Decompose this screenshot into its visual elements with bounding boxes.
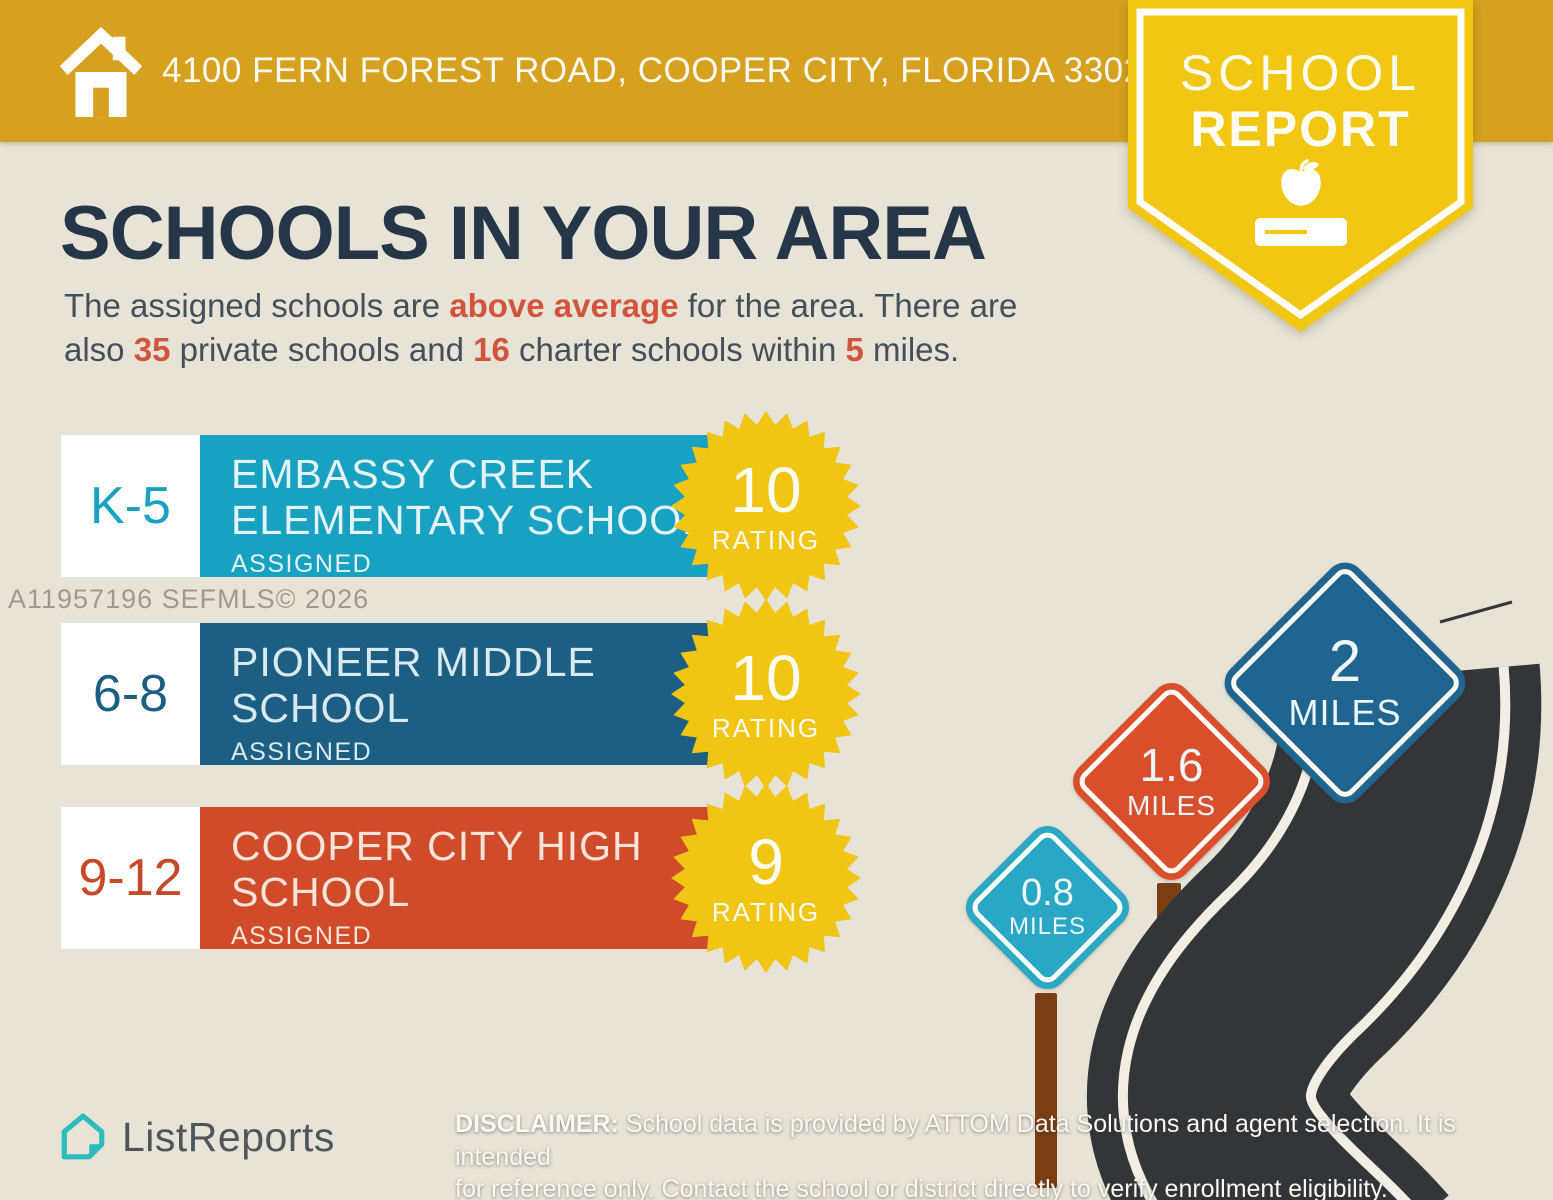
listreports-brand: ListReports <box>58 1112 335 1162</box>
assigned-label: ASSIGNED <box>231 549 373 578</box>
property-address: 4100 FERN FOREST ROAD, COOPER CITY, FLOR… <box>162 51 1164 90</box>
school-name-line2: SCHOOL <box>231 869 411 916</box>
rating-value: 10 <box>730 454 802 526</box>
school-name-line1: PIONEER MIDDLE <box>231 639 596 685</box>
school-row-middle: 6-8 PIONEER MIDDLE SCHOOL ASSIGNED 10 RATI… <box>61 599 911 789</box>
school-bar: EMBASSY CREEK ELEMENTARY SCHOOL ASSIGNED <box>200 435 718 578</box>
home-door <box>93 87 109 118</box>
badge-title-line1: SCHOOL <box>1179 45 1422 101</box>
sign-distance: 0.8 <box>1021 871 1074 914</box>
rating-starburst: 10 RATING <box>671 411 861 601</box>
intro-line-1: The assigned schools are above average f… <box>64 287 1018 324</box>
home-icon <box>59 26 143 118</box>
rating-label: RATING <box>711 713 821 743</box>
rating-starburst: 10 RATING <box>671 599 861 789</box>
assigned-label: ASSIGNED <box>231 737 373 766</box>
highlight-above-average: above average <box>449 287 679 324</box>
grade-range-label: 6-8 <box>61 623 200 765</box>
disclaimer-line1: DISCLAIMER: School data is provided by A… <box>455 1110 1456 1171</box>
listreports-logo-icon <box>61 1113 105 1160</box>
assigned-label: ASSIGNED <box>231 921 373 950</box>
rating-label: RATING <box>711 897 821 927</box>
apple-icon <box>1281 159 1321 206</box>
school-row-high: 9-12 COOPER CITY HIGH SCHOOL ASSIGNED 9 RA… <box>61 783 911 973</box>
rating-starburst: 9 RATING <box>671 783 861 973</box>
sign-distance: 1.6 <box>1139 739 1204 792</box>
rating-label: RATING <box>711 525 821 555</box>
road-illustration <box>1087 600 1542 1200</box>
page-title: SCHOOLS IN YOUR AREA <box>60 191 987 276</box>
school-name-line2: SCHOOL <box>231 685 411 732</box>
intro-line-2: also 35 private schools and 16 charter s… <box>64 331 960 369</box>
school-bar: PIONEER MIDDLE SCHOOL ASSIGNED <box>200 623 718 766</box>
rating-value: 10 <box>730 642 802 714</box>
badge-title-line2: REPORT <box>1190 101 1411 157</box>
highlight-miles: 5 <box>845 331 864 369</box>
grade-range-label: 9-12 <box>61 807 200 949</box>
school-report-badge: SCHOOL REPORT <box>1128 0 1473 332</box>
school-name-line1: COOPER CITY HIGH <box>231 823 643 869</box>
sign-unit: MILES <box>1126 789 1217 821</box>
book-icon <box>1255 218 1347 246</box>
disclaimer: DISCLAIMER: School data is provided by A… <box>455 1108 1465 1200</box>
school-row-elementary: K-5 EMBASSY CREEK ELEMENTARY SCHOOL ASSIG… <box>61 411 911 601</box>
highlight-charter-count: 16 <box>473 331 510 369</box>
highlight-private-count: 35 <box>133 331 171 369</box>
sign-unit: MILES <box>1008 913 1087 941</box>
rating-value: 9 <box>748 826 784 898</box>
school-name-line1: EMBASSY CREEK <box>231 451 595 497</box>
intro-paragraph: The assigned schools are above average f… <box>64 284 1017 372</box>
sign-unit: MILES <box>1288 692 1402 734</box>
school-bar: COOPER CITY HIGH SCHOOL ASSIGNED <box>200 807 718 950</box>
sign-post-small <box>1035 993 1057 1188</box>
distance-sign-2-miles: 2 MILES <box>1216 554 1474 812</box>
school-name-line2: ELEMENTARY SCHOOL <box>231 497 706 544</box>
mls-watermark: A11957196 SEFMLS© 2026 <box>8 584 370 614</box>
sign-distance: 2 <box>1328 628 1362 694</box>
brand-name: ListReports <box>122 1113 335 1160</box>
disclaimer-line2: for reference only. Contact the school o… <box>455 1175 1388 1200</box>
grade-range-label: K-5 <box>61 435 200 577</box>
disclaimer-label: DISCLAIMER: <box>455 1110 619 1138</box>
